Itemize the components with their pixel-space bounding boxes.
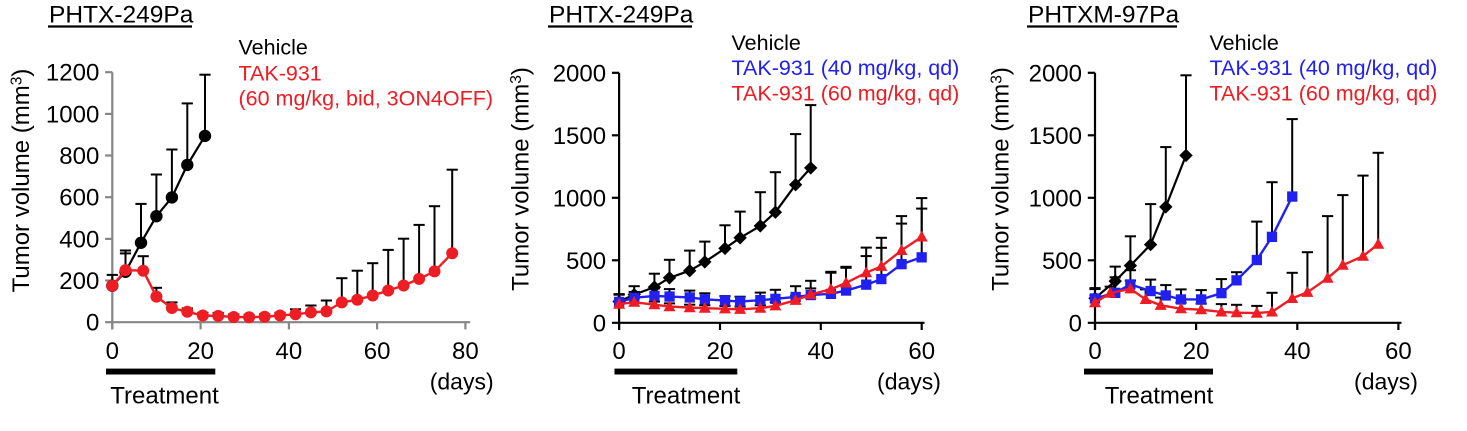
svg-text:500: 500 — [566, 248, 606, 275]
svg-text:40: 40 — [1284, 338, 1311, 365]
svg-text:(60 mg/kg, bid, 3ON4OFF): (60 mg/kg, bid, 3ON4OFF) — [239, 87, 494, 111]
svg-text:800: 800 — [59, 143, 99, 170]
svg-text:Treatment: Treatment — [110, 383, 219, 410]
svg-text:0: 0 — [1069, 310, 1082, 337]
svg-text:TAK-931 (40 mg/kg, qd): TAK-931 (40 mg/kg, qd) — [1210, 56, 1438, 80]
svg-text:600: 600 — [59, 185, 99, 212]
svg-text:1200: 1200 — [46, 60, 99, 87]
svg-text:Vehicle: Vehicle — [239, 36, 308, 60]
svg-text:60: 60 — [908, 338, 935, 365]
svg-text:Tumor volume (mm3): Tumor volume (mm3) — [988, 67, 1015, 291]
svg-text:TAK-931 (40 mg/kg, qd): TAK-931 (40 mg/kg, qd) — [732, 56, 960, 80]
svg-text:Treatment: Treatment — [1105, 383, 1214, 410]
svg-text:PHTX-249Pa: PHTX-249Pa — [49, 1, 194, 28]
svg-text:20: 20 — [707, 338, 734, 365]
svg-text:1000: 1000 — [553, 185, 606, 212]
svg-text:20: 20 — [1183, 338, 1210, 365]
svg-text:1000: 1000 — [1029, 185, 1082, 212]
svg-text:20: 20 — [187, 338, 214, 365]
svg-text:Tumor volume (mm3): Tumor volume (mm3) — [507, 67, 534, 291]
svg-text:60: 60 — [364, 338, 391, 365]
svg-text:Treatment: Treatment — [632, 383, 741, 410]
svg-text:PHTXM-97Pa: PHTXM-97Pa — [1028, 1, 1180, 28]
svg-text:200: 200 — [59, 268, 99, 295]
svg-text:40: 40 — [807, 338, 834, 365]
svg-text:Vehicle: Vehicle — [1210, 31, 1279, 55]
svg-text:TAK-931: TAK-931 — [239, 61, 322, 85]
svg-text:1500: 1500 — [553, 123, 606, 150]
svg-text:80: 80 — [452, 338, 479, 365]
svg-text:1000: 1000 — [46, 101, 99, 128]
svg-text:500: 500 — [1042, 248, 1082, 275]
svg-text:400: 400 — [59, 226, 99, 253]
svg-text:40: 40 — [276, 338, 303, 365]
svg-text:(days): (days) — [430, 369, 494, 395]
svg-text:0: 0 — [612, 338, 625, 365]
svg-text:2000: 2000 — [553, 60, 606, 87]
svg-text:(days): (days) — [1354, 369, 1418, 395]
svg-text:Tumor volume (mm3): Tumor volume (mm3) — [8, 69, 35, 293]
svg-text:0: 0 — [106, 338, 119, 365]
svg-text:0: 0 — [1088, 338, 1101, 365]
svg-text:(days): (days) — [877, 369, 941, 395]
svg-text:TAK-931 (60 mg/kg, qd): TAK-931 (60 mg/kg, qd) — [732, 81, 960, 105]
svg-text:Vehicle: Vehicle — [732, 31, 801, 55]
svg-text:PHTX-249Pa: PHTX-249Pa — [549, 1, 694, 28]
svg-text:TAK-931 (60 mg/kg, qd): TAK-931 (60 mg/kg, qd) — [1210, 81, 1438, 105]
svg-text:60: 60 — [1385, 338, 1412, 365]
svg-text:0: 0 — [593, 310, 606, 337]
svg-text:1500: 1500 — [1029, 123, 1082, 150]
svg-text:2000: 2000 — [1029, 60, 1082, 87]
svg-text:0: 0 — [86, 310, 99, 337]
